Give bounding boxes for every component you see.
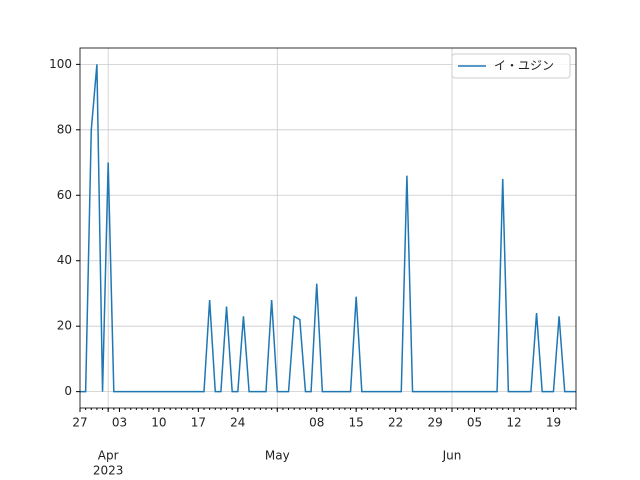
- x-month-label: Apr: [98, 449, 119, 463]
- x-tick-label: 05: [467, 416, 482, 430]
- y-tick-label: 20: [57, 319, 72, 333]
- x-tick-label: 15: [349, 416, 364, 430]
- x-tick-label: 24: [230, 416, 245, 430]
- y-tick-label: 100: [49, 57, 72, 71]
- legend-box: [451, 53, 571, 79]
- legend-label: イ・ユジン: [494, 59, 554, 73]
- line: [80, 64, 576, 393]
- x-tick-label: 03: [112, 416, 127, 430]
- x-month-label: Jun: [442, 449, 462, 463]
- y-tick-label: 0: [64, 384, 72, 398]
- x-tick-label: 08: [309, 416, 324, 430]
- x-tick-label: 22: [388, 416, 403, 430]
- x-month-label: May: [265, 449, 290, 463]
- x-tick-label: 29: [427, 416, 442, 430]
- plot-frame: [79, 47, 577, 409]
- x-tick-label: 19: [546, 416, 561, 430]
- x-year-label: 2023: [93, 464, 124, 478]
- x-tick-label: 27: [72, 416, 87, 430]
- y-tick-label: 80: [57, 122, 72, 136]
- y-tick-label: 40: [57, 253, 72, 267]
- x-tick-label: 12: [506, 416, 521, 430]
- x-tick-label: 10: [151, 416, 166, 430]
- x-tick-label: 17: [191, 416, 206, 430]
- y-tick-label: 60: [57, 188, 72, 202]
